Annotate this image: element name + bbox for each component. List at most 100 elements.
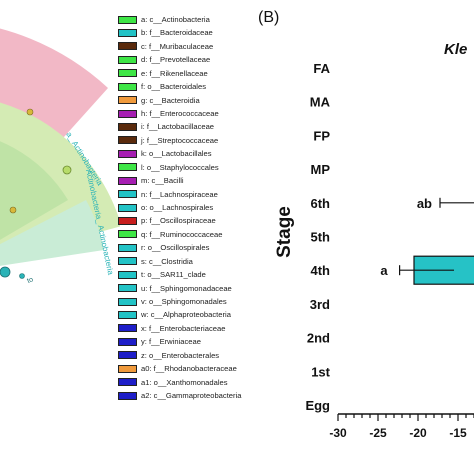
node-label: to (26, 276, 34, 285)
legend-item: z: o__Enterobacterales (118, 350, 219, 361)
legend-item: n: f__Lachnospiraceae (118, 189, 218, 200)
chart-title: Kle (444, 41, 467, 58)
legend-swatch (118, 28, 137, 37)
y-tick-label: MP (311, 162, 331, 177)
legend-label: n: f__Lachnospiraceae (141, 189, 218, 199)
legend-label: p: f__Oscillospiraceae (141, 216, 216, 226)
legend-item: g: c__Bacteroidia (118, 95, 200, 106)
legend-item: o: o__Lachnospirales (118, 202, 213, 213)
legend-label: s: c__Clostridia (141, 256, 193, 266)
legend-item: a: c__Actinobacteria (118, 14, 210, 25)
legend-item: j: f__Streptococcaceae (118, 135, 218, 146)
legend-label: a1: o__Xanthomonadales (141, 377, 228, 387)
legend-item: l: o__Staphylococcales (118, 162, 219, 173)
legend-swatch (118, 69, 137, 78)
legend-label: t: o__SAR11_clade (141, 270, 206, 280)
legend-swatch (118, 136, 137, 145)
y-tick-label: 1st (311, 364, 330, 379)
legend-item: r: o__Oscillospirales (118, 242, 209, 253)
y-axis-title: Stage (274, 206, 295, 258)
legend-label: v: o__Sphingomonadales (141, 297, 227, 307)
y-tick-label: Egg (305, 398, 330, 413)
legend-swatch (118, 203, 137, 212)
legend-label: l: o__Staphylococcales (141, 162, 219, 172)
legend-label: a0: f__Rhodanobacteraceae (141, 364, 237, 374)
legend-label: i: f__Lactobacillaceae (141, 122, 215, 132)
legend-swatch (118, 82, 137, 91)
significance-letter: ab (417, 196, 432, 211)
clade-node (19, 273, 25, 279)
legend-item: e: f__Rikenellaceae (118, 68, 208, 79)
y-tick-label: FA (313, 61, 330, 76)
legend-swatch (118, 55, 137, 64)
clade-node (9, 206, 17, 214)
legend-label: m: c__Bacilli (141, 176, 184, 186)
legend-item: c: f__Muribaculaceae (118, 41, 213, 52)
legend-item: p: f__Oscillospiraceae (118, 215, 216, 226)
legend-swatch (118, 96, 137, 105)
legend-item: w: c__Alphaproteobacteria (118, 309, 231, 320)
legend-label: u: f__Sphingomonadaceae (141, 283, 232, 293)
legend-item: b: f__Bacteroidaceae (118, 27, 213, 38)
legend-label: g: c__Bacteroidia (141, 95, 200, 105)
legend-label: c: f__Muribaculaceae (141, 41, 214, 51)
legend-swatch (118, 230, 137, 239)
legend-item: a1: o__Xanthomonadales (118, 377, 228, 388)
y-tick-label: 2nd (307, 331, 330, 346)
legend-item: i: f__Lactobacillaceae (118, 121, 214, 132)
legend-swatch (118, 284, 137, 293)
legend-label: d: f__Prevotellaceae (141, 55, 211, 65)
legend-swatch (118, 15, 137, 24)
y-tick-label: 3rd (310, 297, 330, 312)
legend-swatch (118, 216, 137, 225)
y-tick-label: MA (310, 95, 331, 110)
legend-label: x: f__Enterobacteriaceae (141, 323, 226, 333)
legend-swatch (118, 176, 137, 185)
y-tick-label: 6th (311, 196, 331, 211)
legend-label: q: f__Ruminococcaceae (141, 229, 223, 239)
legend-label: w: c__Alphaproteobacteria (141, 310, 231, 320)
legend-swatch (118, 122, 137, 131)
x-tick-label: -15 (449, 426, 467, 440)
legend-swatch (118, 378, 137, 387)
legend-item: m: c__Bacilli (118, 175, 184, 186)
legend-swatch (118, 391, 137, 400)
y-tick-label: FP (313, 128, 330, 143)
legend-swatch (118, 243, 137, 252)
legend-item: u: f__Sphingomonadaceae (118, 283, 232, 294)
legend-swatch (118, 257, 137, 266)
x-tick-label: -30 (329, 426, 347, 440)
legend-swatch (118, 364, 137, 373)
legend-swatch (118, 42, 137, 51)
legend-swatch (118, 149, 137, 158)
legend-item: x: f__Enterobacteriaceae (118, 323, 225, 334)
legend-swatch (118, 297, 137, 306)
legend-item: s: c__Clostridia (118, 256, 193, 267)
legend-item: t: o__SAR11_clade (118, 269, 206, 280)
legend-label: z: o__Enterobacterales (141, 350, 220, 360)
legend-label: y: f__Erwiniaceae (141, 337, 201, 347)
legend-label: a2: c__Gammaproteobacteria (141, 391, 242, 401)
legend-swatch (118, 163, 137, 172)
legend-item: d: f__Prevotellaceae (118, 54, 210, 65)
clade-node (26, 108, 34, 116)
legend-swatch (118, 270, 137, 279)
legend-swatch (118, 310, 137, 319)
x-tick-label: -25 (369, 426, 387, 440)
legend-item: a0: f__Rhodanobacteraceae (118, 363, 237, 374)
legend-item: a2: c__Gammaproteobacteria (118, 390, 241, 401)
legend-label: j: f__Streptococcaceae (141, 135, 219, 145)
legend-swatch (118, 351, 137, 360)
legend-label: o: o__Lachnospirales (141, 203, 214, 213)
legend-label: k: o__Lactobacillales (141, 149, 212, 159)
legend-item: q: f__Ruminococcaceae (118, 229, 222, 240)
significance-letter: a (380, 263, 388, 278)
panel-label: (B) (258, 9, 279, 26)
y-tick-label: 5th (311, 230, 331, 245)
legend-swatch (118, 190, 137, 199)
legend-swatch (118, 337, 137, 346)
clade-node (0, 266, 11, 278)
y-tick-label: 4th (311, 263, 331, 278)
legend-item: f: o__Bacteroidales (118, 81, 206, 92)
